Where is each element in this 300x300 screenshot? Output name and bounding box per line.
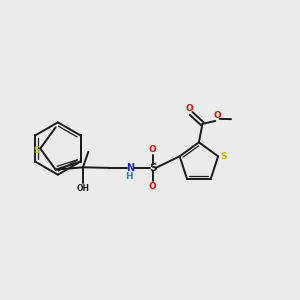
Text: S: S <box>149 163 157 173</box>
Text: S: S <box>220 152 227 161</box>
Text: S: S <box>33 146 40 155</box>
Text: OH: OH <box>77 184 90 193</box>
Text: O: O <box>214 111 221 120</box>
Text: O: O <box>149 182 157 191</box>
Text: H: H <box>125 172 133 181</box>
Text: O: O <box>185 103 193 112</box>
Text: O: O <box>149 145 157 154</box>
Text: N: N <box>127 163 135 172</box>
